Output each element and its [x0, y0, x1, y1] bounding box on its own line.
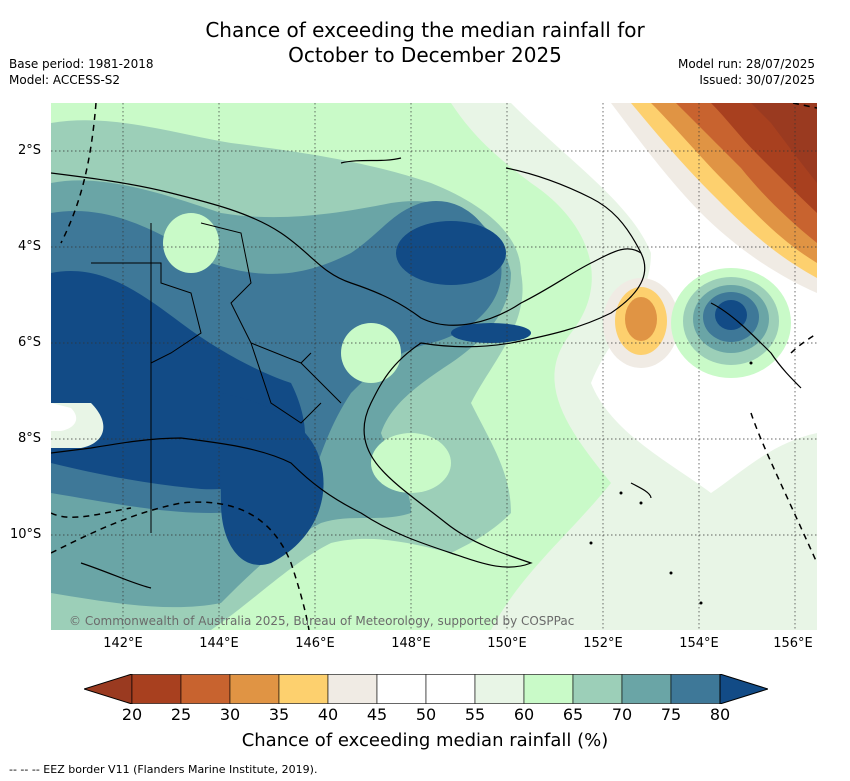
lon-label-154e: 154°E [679, 636, 719, 651]
lat-label-10s: 10°S [10, 527, 42, 542]
colorbar-tick-label: 65 [562, 705, 584, 724]
rainfall-map [51, 103, 817, 630]
model-info: Base period: 1981-2018 Model: ACCESS-S2 [9, 56, 154, 88]
lon-label-144e: 144°E [199, 636, 239, 651]
run-info: Model run: 28/07/2025 Issued: 30/07/2025 [678, 56, 815, 88]
lon-label-150e: 150°E [487, 636, 527, 651]
colorbar-tick-label: 60 [513, 705, 535, 724]
colorbar-segment [180, 674, 231, 704]
lon-label-146e: 146°E [295, 636, 335, 651]
colorbar-segment [670, 674, 721, 704]
lat-label-2s: 2°S [18, 143, 42, 158]
colorbar-segment [327, 674, 378, 704]
colorbar-over-arrow [719, 673, 770, 705]
colorbar-tick-label: 35 [268, 705, 290, 724]
title-line-1: Chance of exceeding the median rainfall … [205, 18, 645, 42]
copyright-notice: © Commonwealth of Australia 2025, Bureau… [69, 614, 575, 628]
colorbar-label: Chance of exceeding median rainfall (%) [241, 730, 609, 751]
colorbar-tick-label: 50 [415, 705, 437, 724]
colorbar-tick-label: 40 [317, 705, 339, 724]
colorbar-tick-label: 55 [464, 705, 486, 724]
eez-legend: -- -- -- EEZ border V11 (Flanders Marine… [9, 763, 318, 776]
issued-date: Issued: 30/07/2025 [699, 73, 815, 87]
lon-label-142e: 142°E [103, 636, 143, 651]
colorbar-segment [621, 674, 672, 704]
model-name: Model: ACCESS-S2 [9, 73, 121, 87]
colorbar-segment [376, 674, 427, 704]
colorbar-tick-label: 75 [660, 705, 682, 724]
colorbar-segment [131, 674, 182, 704]
colorbar-tick-label: 20 [121, 705, 143, 724]
model-run-date: Model run: 28/07/2025 [677, 57, 815, 71]
colorbar-segment [229, 674, 280, 704]
colorbar-graphic [82, 673, 770, 705]
colorbar-tick-label: 80 [709, 705, 731, 724]
title-line-2: October to December 2025 [288, 43, 562, 67]
lat-label-8s: 8°S [18, 431, 42, 446]
map-canvas [51, 103, 817, 630]
base-period: Base period: 1981-2018 [9, 57, 154, 71]
colorbar-under-arrow [82, 673, 133, 705]
lat-label-4s: 4°S [18, 239, 42, 254]
lat-label-6s: 6°S [18, 335, 42, 350]
lon-label-156e: 156°E [773, 636, 813, 651]
colorbar-segment [425, 674, 476, 704]
colorbar-segment [572, 674, 623, 704]
map-title: Chance of exceeding the median rainfall … [0, 18, 850, 68]
colorbar-ticks: 20 25 30 35 40 45 50 55 60 65 70 75 80 [0, 705, 850, 725]
colorbar [82, 673, 770, 705]
colorbar-segment [523, 674, 574, 704]
lon-label-148e: 148°E [391, 636, 431, 651]
colorbar-tick-label: 70 [611, 705, 633, 724]
colorbar-segment [474, 674, 525, 704]
colorbar-tick-label: 45 [366, 705, 388, 724]
colorbar-tick-label: 30 [219, 705, 241, 724]
colorbar-tick-label: 25 [170, 705, 192, 724]
lon-label-152e: 152°E [583, 636, 623, 651]
colorbar-segment [278, 674, 329, 704]
